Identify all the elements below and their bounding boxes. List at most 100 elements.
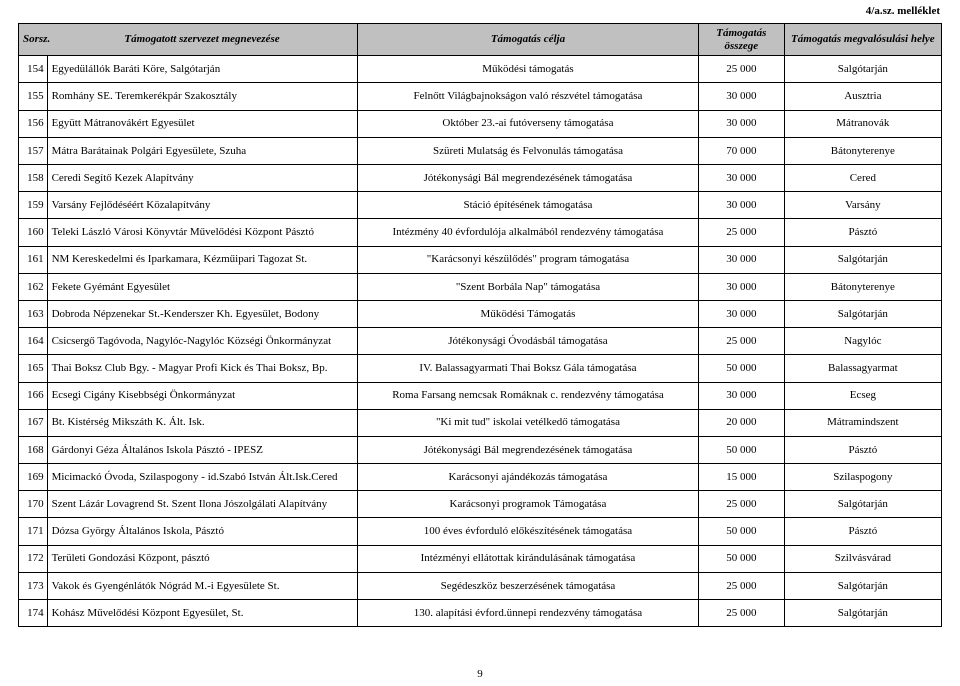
cell-number: 174 xyxy=(19,600,48,627)
table-row: 159Varsány Fejlődéséért KözalapítványStá… xyxy=(19,192,942,219)
cell-amount: 25 000 xyxy=(698,572,784,599)
table-row: 164Csicsergő Tagóvoda, Nagylóc-Nagylóc K… xyxy=(19,328,942,355)
header-organization: Támogatott szervezet megnevezése xyxy=(47,24,357,56)
cell-location: Nagylóc xyxy=(784,328,941,355)
cell-number: 169 xyxy=(19,464,48,491)
table-row: 170Szent Lázár Lovagrend St. Szent Ilona… xyxy=(19,491,942,518)
cell-organization: NM Kereskedelmi és Iparkamara, Kézműipar… xyxy=(47,246,357,273)
cell-location: Salgótarján xyxy=(784,56,941,83)
cell-amount: 30 000 xyxy=(698,300,784,327)
cell-amount: 30 000 xyxy=(698,382,784,409)
cell-purpose: IV. Balassagyarmati Thai Boksz Gála támo… xyxy=(357,355,698,382)
table-row: 174Kohász Művelődési Központ Egyesület, … xyxy=(19,600,942,627)
cell-amount: 30 000 xyxy=(698,192,784,219)
cell-number: 167 xyxy=(19,409,48,436)
table-header: Sorsz. Támogatott szervezet megnevezése … xyxy=(19,24,942,56)
cell-location: Bátonyterenye xyxy=(784,137,941,164)
cell-organization: Varsány Fejlődéséért Közalapítvány xyxy=(47,192,357,219)
cell-organization: Dózsa György Általános Iskola, Pásztó xyxy=(47,518,357,545)
header-purpose: Támogatás célja xyxy=(357,24,698,56)
table-row: 154Egyedülállók Baráti Köre, Salgótarján… xyxy=(19,56,942,83)
cell-amount: 25 000 xyxy=(698,491,784,518)
cell-location: Ausztria xyxy=(784,83,941,110)
cell-organization: Gárdonyi Géza Általános Iskola Pásztó - … xyxy=(47,436,357,463)
cell-number: 172 xyxy=(19,545,48,572)
cell-number: 160 xyxy=(19,219,48,246)
cell-organization: Vakok és Gyengénlátók Nógrád M.-i Egyesü… xyxy=(47,572,357,599)
cell-number: 168 xyxy=(19,436,48,463)
cell-number: 163 xyxy=(19,300,48,327)
cell-organization: Szent Lázár Lovagrend St. Szent Ilona Jó… xyxy=(47,491,357,518)
cell-amount: 15 000 xyxy=(698,464,784,491)
table-row: 160Teleki László Városi Könyvtár Művelőd… xyxy=(19,219,942,246)
cell-amount: 70 000 xyxy=(698,137,784,164)
cell-organization: Egyedülállók Baráti Köre, Salgótarján xyxy=(47,56,357,83)
cell-number: 161 xyxy=(19,246,48,273)
cell-purpose: Működési támogatás xyxy=(357,56,698,83)
cell-amount: 30 000 xyxy=(698,110,784,137)
cell-location: Pásztó xyxy=(784,518,941,545)
cell-location: Ecseg xyxy=(784,382,941,409)
cell-number: 158 xyxy=(19,165,48,192)
cell-amount: 30 000 xyxy=(698,165,784,192)
cell-amount: 20 000 xyxy=(698,409,784,436)
cell-organization: Micimackó Óvoda, Szilaspogony - id.Szabó… xyxy=(47,464,357,491)
cell-purpose: Stáció építésének támogatása xyxy=(357,192,698,219)
table-row: 166Ecsegi Cigány Kisebbségi Önkormányzat… xyxy=(19,382,942,409)
cell-organization: Területi Gondozási Központ, pásztó xyxy=(47,545,357,572)
cell-location: Szilvásvárad xyxy=(784,545,941,572)
cell-location: Mátramindszent xyxy=(784,409,941,436)
cell-location: Szilaspogony xyxy=(784,464,941,491)
cell-location: Pásztó xyxy=(784,436,941,463)
cell-purpose: Jótékonysági Óvodásbál támogatása xyxy=(357,328,698,355)
cell-number: 156 xyxy=(19,110,48,137)
cell-location: Salgótarján xyxy=(784,491,941,518)
table-row: 165Thai Boksz Club Bgy. - Magyar Profi K… xyxy=(19,355,942,382)
table-row: 163Dobroda Népzenekar St.-Kenderszer Kh.… xyxy=(19,300,942,327)
cell-number: 166 xyxy=(19,382,48,409)
cell-number: 171 xyxy=(19,518,48,545)
cell-amount: 50 000 xyxy=(698,355,784,382)
table-row: 155Romhány SE. Teremkerékpár Szakosztály… xyxy=(19,83,942,110)
cell-organization: Mátra Barátainak Polgári Egyesülete, Szu… xyxy=(47,137,357,164)
cell-number: 162 xyxy=(19,273,48,300)
table-row: 157Mátra Barátainak Polgári Egyesülete, … xyxy=(19,137,942,164)
table-row: 162Fekete Gyémánt Egyesület"Szent Borbál… xyxy=(19,273,942,300)
table-row: 168Gárdonyi Géza Általános Iskola Pásztó… xyxy=(19,436,942,463)
cell-amount: 30 000 xyxy=(698,83,784,110)
cell-amount: 50 000 xyxy=(698,436,784,463)
cell-amount: 25 000 xyxy=(698,600,784,627)
table-row: 158Ceredi Segítő Kezek AlapítványJótékon… xyxy=(19,165,942,192)
cell-organization: Kohász Művelődési Központ Egyesület, St. xyxy=(47,600,357,627)
cell-organization: Ceredi Segítő Kezek Alapítvány xyxy=(47,165,357,192)
cell-purpose: Szüreti Mulatság és Felvonulás támogatás… xyxy=(357,137,698,164)
page-number: 9 xyxy=(0,668,960,680)
cell-location: Pásztó xyxy=(784,219,941,246)
table-row: 173Vakok és Gyengénlátók Nógrád M.-i Egy… xyxy=(19,572,942,599)
table-row: 172Területi Gondozási Központ, pásztóInt… xyxy=(19,545,942,572)
cell-purpose: Intézményi ellátottak kirándulásának tám… xyxy=(357,545,698,572)
header-number: Sorsz. xyxy=(19,24,48,56)
cell-amount: 25 000 xyxy=(698,328,784,355)
cell-organization: Együtt Mátranovákért Egyesület xyxy=(47,110,357,137)
cell-amount: 30 000 xyxy=(698,273,784,300)
cell-amount: 25 000 xyxy=(698,219,784,246)
table-row: 169Micimackó Óvoda, Szilaspogony - id.Sz… xyxy=(19,464,942,491)
grants-table: Sorsz. Támogatott szervezet megnevezése … xyxy=(18,23,942,627)
cell-organization: Thai Boksz Club Bgy. - Magyar Profi Kick… xyxy=(47,355,357,382)
cell-amount: 25 000 xyxy=(698,56,784,83)
cell-purpose: "Ki mit tud" iskolai vetélkedő támogatás… xyxy=(357,409,698,436)
cell-organization: Bt. Kistérség Mikszáth K. Ált. Isk. xyxy=(47,409,357,436)
cell-purpose: Működési Támogatás xyxy=(357,300,698,327)
cell-organization: Romhány SE. Teremkerékpár Szakosztály xyxy=(47,83,357,110)
cell-organization: Ecsegi Cigány Kisebbségi Önkormányzat xyxy=(47,382,357,409)
page: 4/a.sz. melléklet Sorsz. Támogatott szer… xyxy=(0,0,960,686)
cell-number: 165 xyxy=(19,355,48,382)
cell-number: 154 xyxy=(19,56,48,83)
cell-purpose: "Szent Borbála Nap" támogatása xyxy=(357,273,698,300)
cell-organization: Dobroda Népzenekar St.-Kenderszer Kh. Eg… xyxy=(47,300,357,327)
cell-number: 173 xyxy=(19,572,48,599)
cell-number: 155 xyxy=(19,83,48,110)
cell-amount: 50 000 xyxy=(698,545,784,572)
cell-number: 159 xyxy=(19,192,48,219)
